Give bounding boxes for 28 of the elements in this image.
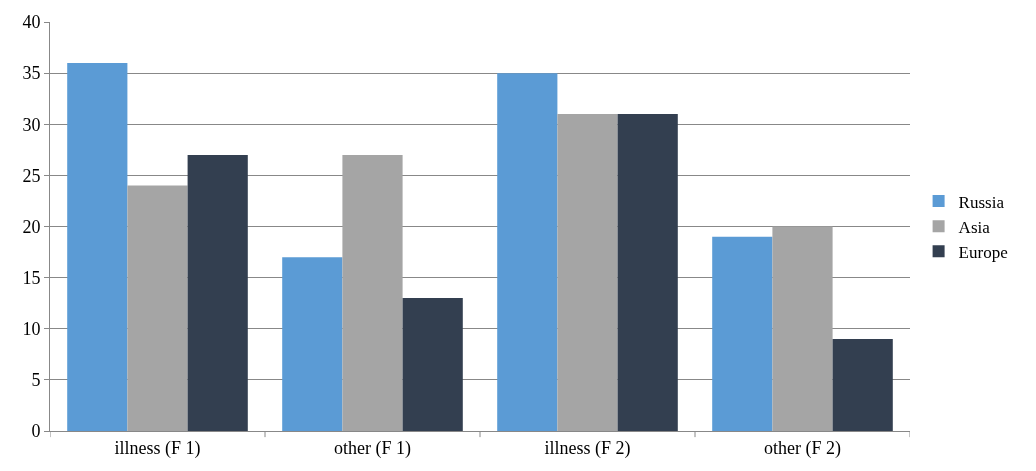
x-tick-label: other (F 1) <box>334 437 411 459</box>
bar <box>712 236 773 431</box>
bar <box>772 226 833 431</box>
y-tick-label: 40 <box>22 12 41 33</box>
bar <box>282 257 343 431</box>
y-tick-label: 10 <box>22 319 41 340</box>
bar <box>832 338 893 431</box>
y-tick-label: 0 <box>31 421 41 442</box>
legend-label: Russia <box>958 192 1005 212</box>
bar <box>497 73 558 431</box>
bar <box>342 154 403 431</box>
bar <box>187 154 248 431</box>
x-tick-label: illness (F 1) <box>114 437 201 459</box>
x-tick-label: other (F 2) <box>764 437 841 459</box>
y-tick-label: 20 <box>22 216 41 237</box>
bar <box>617 114 678 431</box>
y-tick-label: 15 <box>22 267 41 288</box>
x-tick-label: illness (F 2) <box>544 437 631 459</box>
bar <box>67 62 128 431</box>
y-tick-label: 25 <box>22 165 41 186</box>
bar <box>402 298 463 431</box>
bar <box>557 114 618 431</box>
y-tick-label: 5 <box>31 370 41 391</box>
legend-label: Asia <box>958 217 991 237</box>
y-tick-label: 35 <box>22 63 41 84</box>
legend-label: Europe <box>958 242 1008 262</box>
y-tick-label: 30 <box>22 114 41 135</box>
bar <box>127 185 188 431</box>
